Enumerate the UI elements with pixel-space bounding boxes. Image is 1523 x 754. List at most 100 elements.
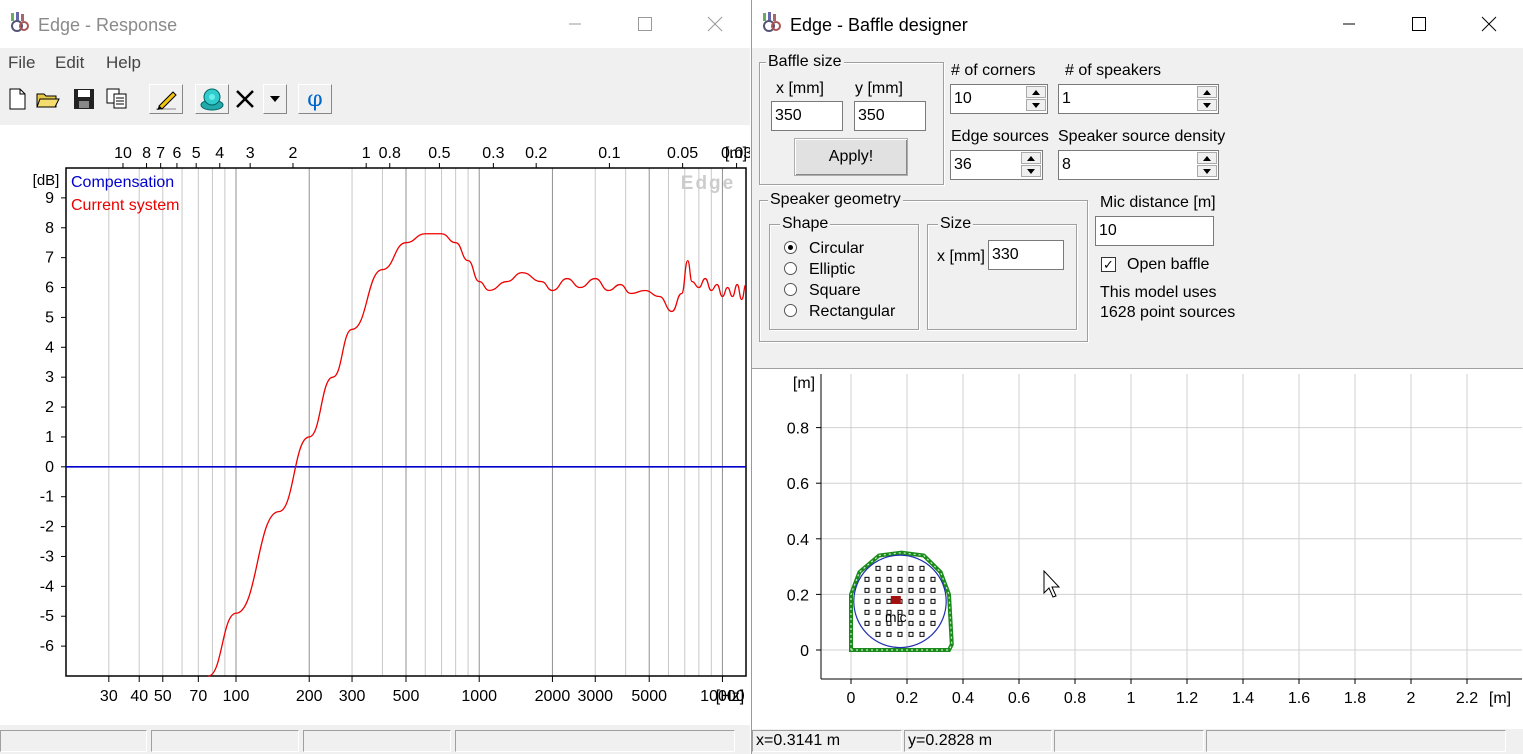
shape-circular-label[interactable]: Circular bbox=[809, 240, 865, 257]
spin-up-icon[interactable] bbox=[1021, 152, 1041, 164]
dropdown-arrow-icon bbox=[270, 96, 280, 102]
top-tick-label: 5 bbox=[192, 145, 201, 162]
response-chart-area[interactable]: 9 8 7 6 5 4 3 2 1 0 -1 -2 -3 -4 -5 -6 30 40 50 70 100 200 300 5… bbox=[0, 125, 750, 725]
shape-square-radio[interactable] bbox=[784, 283, 797, 296]
mic-distance-input[interactable] bbox=[1095, 216, 1214, 246]
x-tick-label: 0.8 bbox=[1064, 690, 1086, 707]
plot-frame bbox=[65, 167, 747, 677]
maximize-button[interactable] bbox=[610, 0, 680, 48]
x-tick-label: 2 bbox=[1407, 690, 1416, 707]
y-tick-label: 3 bbox=[45, 369, 54, 386]
minimize-button[interactable] bbox=[1314, 0, 1384, 48]
shape-legend: Shape bbox=[780, 215, 831, 233]
open-button[interactable] bbox=[33, 84, 63, 114]
top-tick-label: 2 bbox=[289, 145, 298, 162]
response-window: Edge - Response File Edit Help bbox=[0, 0, 750, 754]
y-tick-label: -5 bbox=[40, 608, 54, 625]
y-tick-label: 0.4 bbox=[787, 532, 809, 549]
response-titlebar: Edge - Response bbox=[0, 0, 750, 48]
top-tick-label: 10 bbox=[114, 145, 132, 162]
spin-up-icon[interactable] bbox=[1197, 152, 1217, 164]
baffle-y-input[interactable] bbox=[854, 101, 926, 131]
copy-button[interactable] bbox=[102, 84, 132, 114]
new-file-button[interactable] bbox=[2, 84, 32, 114]
speaker-source bbox=[930, 609, 936, 615]
close-button[interactable] bbox=[680, 0, 750, 48]
shape-rectangular-label[interactable]: Rectangular bbox=[809, 303, 896, 320]
baffle-x-input[interactable] bbox=[771, 101, 843, 131]
spin-down-icon[interactable] bbox=[1026, 99, 1046, 111]
series-line-current-system bbox=[208, 233, 747, 677]
window-title: Edge - Response bbox=[38, 15, 178, 35]
speaker-source bbox=[919, 587, 925, 593]
top-tick-label: 7 bbox=[156, 145, 165, 162]
shape-rectangular-radio[interactable] bbox=[784, 304, 797, 317]
edge-sources-value: 36 bbox=[954, 156, 972, 173]
top-tick-label: 0.03 bbox=[721, 145, 750, 162]
phase-button[interactable]: φ bbox=[298, 84, 332, 114]
response-statusbar bbox=[0, 728, 750, 754]
open-baffle-checkbox[interactable]: ✓ bbox=[1101, 257, 1116, 272]
x-tick-label: 0.4 bbox=[952, 690, 974, 707]
speaker-source bbox=[897, 576, 903, 582]
speaker-source bbox=[875, 620, 881, 626]
toolbar: φ bbox=[0, 80, 750, 120]
speaker-source bbox=[908, 620, 914, 626]
shape-square-label[interactable]: Square bbox=[809, 282, 861, 299]
x-tick-label: 50 bbox=[154, 688, 172, 705]
delete-button[interactable] bbox=[230, 84, 260, 114]
x-tick-label: 1 bbox=[1127, 690, 1136, 707]
baffle-plot[interactable]: 0 0.2 0.4 0.6 0.8 0 0.2 0.4 0.6 0.8 1 1.2 1.4 1.6 1.8 2… bbox=[752, 369, 1523, 729]
baffle-edge-sources bbox=[850, 552, 953, 651]
y-tick-label: 6 bbox=[45, 280, 54, 297]
spin-down-icon[interactable] bbox=[1021, 165, 1041, 177]
speaker-source bbox=[875, 631, 881, 637]
speaker-source bbox=[864, 598, 870, 604]
save-button[interactable] bbox=[69, 84, 99, 114]
mic-marker bbox=[890, 595, 901, 604]
spin-up-icon[interactable] bbox=[1197, 86, 1217, 98]
close-button[interactable] bbox=[1454, 0, 1523, 48]
status-panel bbox=[455, 730, 735, 752]
maximize-button[interactable] bbox=[1384, 0, 1454, 48]
speakers-spinbox[interactable]: 1 bbox=[1058, 84, 1219, 114]
speaker-source bbox=[908, 587, 914, 593]
y-tick-label: 0.8 bbox=[787, 421, 809, 438]
menu-edit[interactable]: Edit bbox=[55, 53, 85, 72]
status-panel bbox=[1206, 730, 1506, 752]
y-tick-label: 0 bbox=[45, 459, 54, 476]
menu-help[interactable]: Help bbox=[106, 53, 141, 72]
spin-up-icon[interactable] bbox=[1026, 86, 1046, 98]
speaker-density-spinbox[interactable]: 8 bbox=[1058, 150, 1219, 180]
size-x-input[interactable] bbox=[988, 240, 1064, 270]
speaker-source bbox=[908, 631, 914, 637]
x-axis-label: [Hz] bbox=[716, 688, 744, 705]
speaker-button[interactable] bbox=[195, 84, 229, 114]
spin-down-icon[interactable] bbox=[1197, 165, 1217, 177]
open-baffle-label[interactable]: Open baffle bbox=[1127, 256, 1210, 273]
speaker-source bbox=[875, 598, 881, 604]
speaker-source bbox=[875, 565, 881, 571]
apply-button[interactable]: Apply! bbox=[794, 138, 908, 176]
edge-sources-spinbox[interactable]: 36 bbox=[950, 150, 1043, 180]
baffle-plot-area[interactable]: 0 0.2 0.4 0.6 0.8 0 0.2 0.4 0.6 0.8 1 1.2 1.4 1.6 1.8 2… bbox=[752, 368, 1523, 729]
x-tick-label: 0.6 bbox=[1008, 690, 1030, 707]
open-folder-icon bbox=[36, 93, 60, 108]
shape-circular-radio[interactable] bbox=[784, 241, 797, 254]
save-icon bbox=[74, 89, 94, 109]
shape-elliptic-label[interactable]: Elliptic bbox=[809, 261, 856, 278]
x-tick-label: 1.4 bbox=[1232, 690, 1254, 707]
mouse-cursor-icon bbox=[1043, 569, 1061, 598]
top-tick-label: 0.05 bbox=[667, 145, 698, 162]
x-tick-label: 70 bbox=[189, 688, 207, 705]
minimize-button[interactable] bbox=[540, 0, 610, 48]
spin-down-icon[interactable] bbox=[1197, 99, 1217, 111]
delete-dropdown-button[interactable] bbox=[263, 84, 287, 114]
edit-curve-button[interactable] bbox=[149, 84, 183, 114]
top-tick-label: 1 bbox=[362, 145, 371, 162]
corners-spinbox[interactable]: 10 bbox=[950, 84, 1048, 114]
menu-file[interactable]: File bbox=[8, 53, 36, 72]
shape-elliptic-radio[interactable] bbox=[784, 262, 797, 275]
x-tick-label: 0.2 bbox=[896, 690, 918, 707]
